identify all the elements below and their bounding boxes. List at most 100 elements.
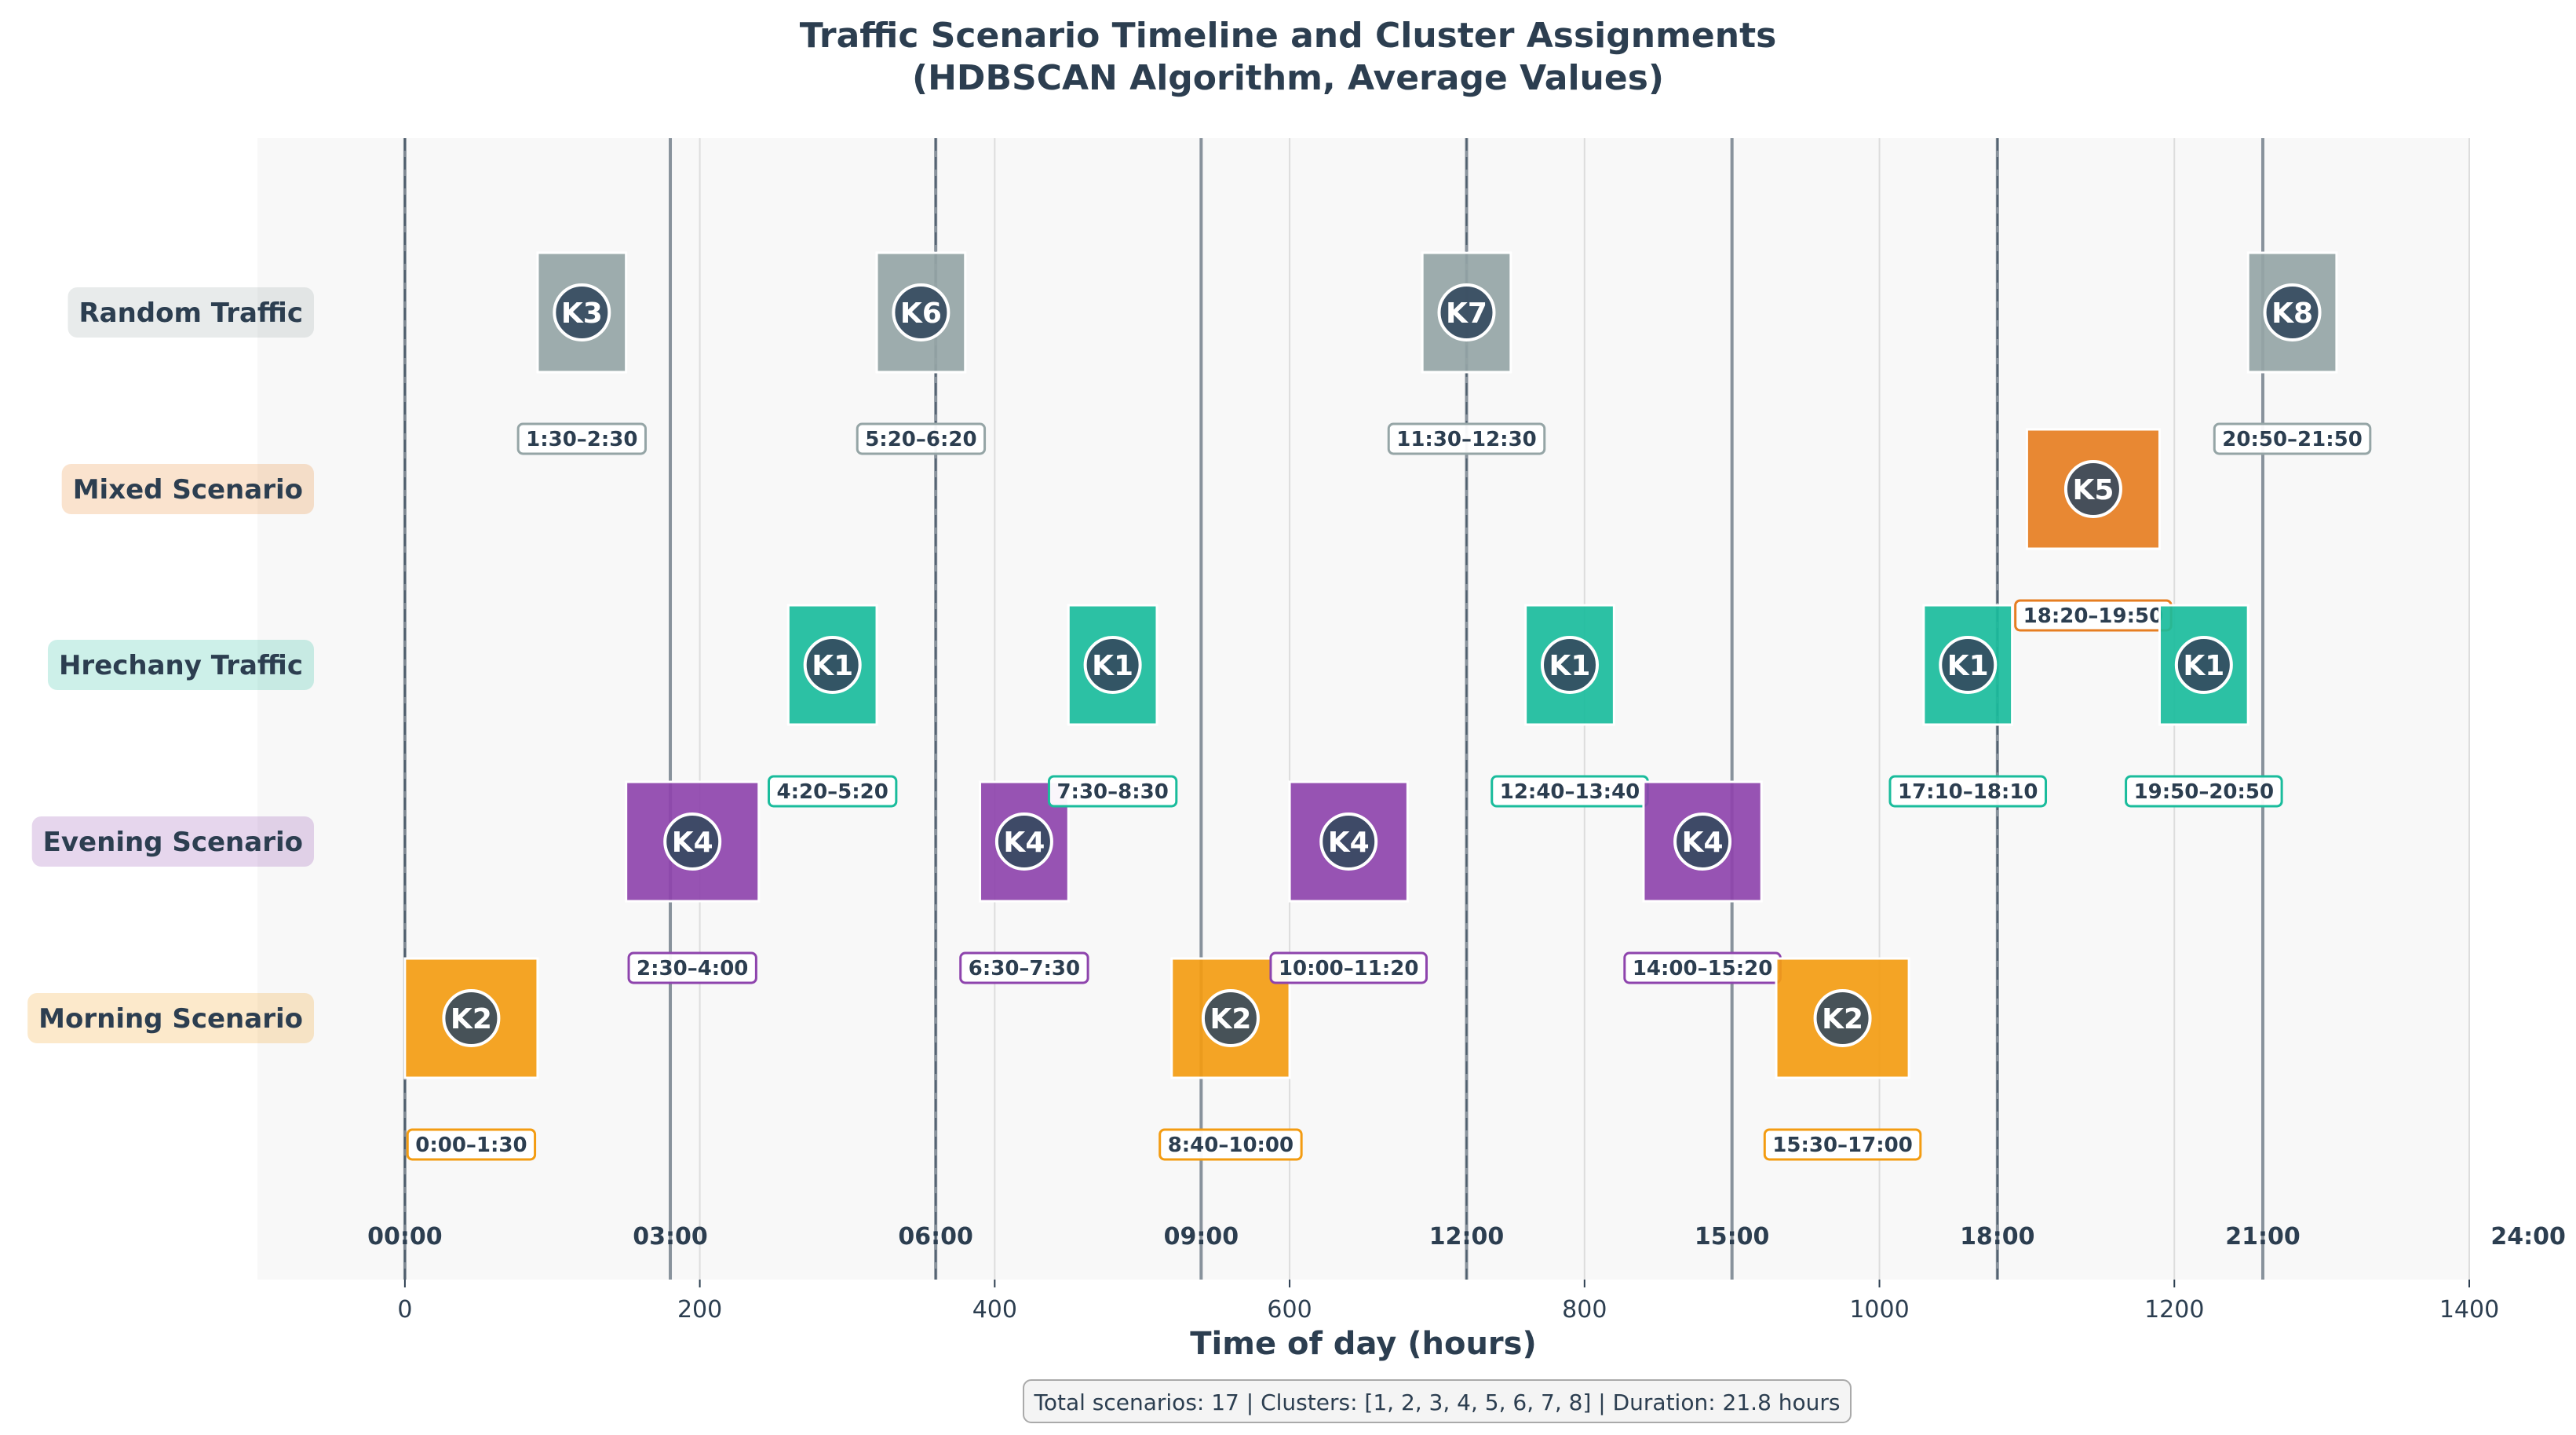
hour-label-0: 00:00 (367, 1223, 443, 1251)
cluster-badge-15 (2174, 636, 2233, 694)
time-label-box-2 (627, 951, 757, 984)
time-label-text-8: 10:00–11:20 (1279, 957, 1419, 980)
time-label-box-4 (856, 422, 987, 455)
row-label-bg-evening-scenario (31, 816, 314, 867)
time-label-0: 0:00–1:30 (406, 1128, 537, 1161)
chart-title-line-2: (HDBSCAN Algorithm, Average Values) (912, 58, 1664, 98)
scenario-1: K3 1:30–2:30 (516, 251, 647, 455)
time-label-text-14: 18:20–19:50 (2023, 604, 2164, 628)
cluster-badge-2 (663, 812, 722, 871)
row-label-hrechany-traffic: Hrechany Traffic (47, 640, 314, 690)
time-label-9: 11:30–12:30 (1387, 422, 1546, 455)
cluster-badge-16 (2263, 283, 2322, 341)
cluster-badge-5 (994, 812, 1053, 871)
cluster-badge-0 (442, 989, 501, 1047)
hour-label-5: 15:00 (1695, 1223, 1770, 1251)
hour-marker-layer: 00:00 03:00 06:00 09:00 12:00 15:00 18:00 21:00… (367, 138, 2566, 1280)
cluster-label-16: K8 (2271, 298, 2313, 330)
footer-summary: Total scenarios: 17 | Clusters: [1, 2, 3… (1033, 1389, 1840, 1415)
time-label-text-9: 11:30–12:30 (1396, 428, 1537, 451)
cluster-badge-1 (553, 283, 611, 341)
time-label-7: 8:40–10:00 (1158, 1128, 1303, 1161)
scenario-5: K4 6:30–7:30 (959, 780, 1089, 984)
scenario-13: K1 17:10–18:10 (1888, 604, 2048, 808)
time-label-10: 12:40–13:40 (1491, 775, 1649, 808)
time-label-1: 1:30–2:30 (516, 422, 647, 455)
scenario-6: K1 7:30–8:30 (1047, 604, 1178, 808)
hour-label-2: 06:00 (898, 1223, 973, 1251)
row-label-bg-random-traffic (68, 287, 314, 338)
time-label-text-11: 14:00–15:20 (1633, 957, 1773, 980)
cluster-label-14: K5 (2072, 474, 2114, 506)
bar-layer: K2 0:00–1:30 K3 1:30–2:30 K4 2:30–4:00 K1 4:20–… (403, 251, 2372, 1161)
scenario-15: K1 19:50–20:50 (2125, 604, 2283, 808)
cluster-badge-3 (803, 636, 862, 694)
axis-layer: 0 200 400 600 800 1000 1200 1400 (397, 1280, 2499, 1324)
cluster-badge-10 (1541, 636, 1600, 694)
cluster-badge-4 (892, 283, 950, 341)
cluster-label-11: K4 (1682, 827, 1724, 859)
cluster-label-1: K3 (561, 298, 603, 330)
time-label-box-1 (516, 422, 647, 455)
hour-label-6: 18:00 (1960, 1223, 2035, 1251)
scenario-11: K4 14:00–15:20 (1623, 780, 1782, 984)
x-tick-label-6: 1200 (2144, 1296, 2204, 1324)
cluster-badge-7 (1201, 989, 1260, 1047)
time-label-text-7: 8:40–10:00 (1168, 1134, 1293, 1157)
scenario-10: K1 12:40–13:40 (1491, 604, 1649, 808)
cluster-badge-12 (1813, 989, 1872, 1047)
scenario-0: K2 0:00–1:30 (403, 957, 539, 1161)
time-label-box-3 (768, 775, 898, 808)
row-label-random-traffic: Random Traffic (68, 287, 314, 338)
cluster-label-4: K6 (900, 298, 942, 330)
hour-label-4: 12:00 (1429, 1223, 1505, 1251)
time-label-box-13 (1888, 775, 2048, 808)
time-label-text-16: 20:50–21:50 (2222, 428, 2363, 451)
time-label-text-5: 6:30–7:30 (969, 957, 1080, 980)
row-label-text-hrechany-traffic: Hrechany Traffic (59, 650, 303, 681)
scenario-9: K7 11:30–12:30 (1387, 251, 1546, 455)
scenario-14: K5 18:20–19:50 (2014, 428, 2173, 632)
time-label-box-12 (1763, 1128, 1922, 1161)
cluster-label-12: K2 (1822, 1003, 1863, 1035)
time-label-box-7 (1158, 1128, 1303, 1161)
time-label-13: 17:10–18:10 (1888, 775, 2048, 808)
cluster-label-2: K4 (672, 827, 713, 859)
hour-label-8: 24:00 (2490, 1223, 2566, 1251)
cluster-label-6: K1 (1092, 650, 1133, 682)
hour-label-7: 21:00 (2225, 1223, 2301, 1251)
footer-box: Total scenarios: 17 | Clusters: [1, 2, 3… (1023, 1379, 1852, 1423)
scenario-7: K2 8:40–10:00 (1158, 957, 1303, 1161)
cluster-label-15: K1 (2183, 650, 2224, 682)
cluster-badge-8 (1319, 812, 1378, 871)
time-label-text-0: 0:00–1:30 (415, 1134, 527, 1157)
time-label-text-13: 17:10–18:10 (1898, 780, 2038, 804)
time-label-5: 6:30–7:30 (959, 951, 1089, 984)
time-label-6: 7:30–8:30 (1047, 775, 1178, 808)
time-label-15: 19:50–20:50 (2125, 775, 2283, 808)
time-label-box-6 (1047, 775, 1178, 808)
x-axis-title: Time of day (hours) (1190, 1326, 1536, 1362)
time-label-8: 10:00–11:20 (1269, 951, 1428, 984)
hour-label-3: 09:00 (1164, 1223, 1239, 1251)
time-label-box-8 (1269, 951, 1428, 984)
time-label-box-16 (2213, 422, 2372, 455)
time-label-box-15 (2125, 775, 2283, 808)
x-tick-label-4: 800 (1562, 1296, 1607, 1324)
time-label-4: 5:20–6:20 (856, 422, 987, 455)
cluster-label-10: K1 (1549, 650, 1591, 682)
time-label-text-12: 15:30–17:00 (1772, 1134, 1913, 1157)
time-label-3: 4:20–5:20 (768, 775, 898, 808)
time-label-box-0 (406, 1128, 537, 1161)
time-label-text-6: 7:30–8:30 (1056, 780, 1168, 804)
cluster-label-7: K2 (1210, 1003, 1251, 1035)
cluster-label-3: K1 (812, 650, 853, 682)
row-label-morning-scenario: Morning Scenario (27, 993, 314, 1043)
time-label-text-10: 12:40–13:40 (1500, 780, 1640, 804)
x-tick-label-5: 1000 (1849, 1296, 1909, 1324)
cluster-label-0: K2 (451, 1003, 492, 1035)
row-label-text-evening-scenario: Evening Scenario (43, 827, 303, 858)
x-tick-label-0: 0 (397, 1296, 412, 1324)
cluster-badge-11 (1673, 812, 1732, 871)
